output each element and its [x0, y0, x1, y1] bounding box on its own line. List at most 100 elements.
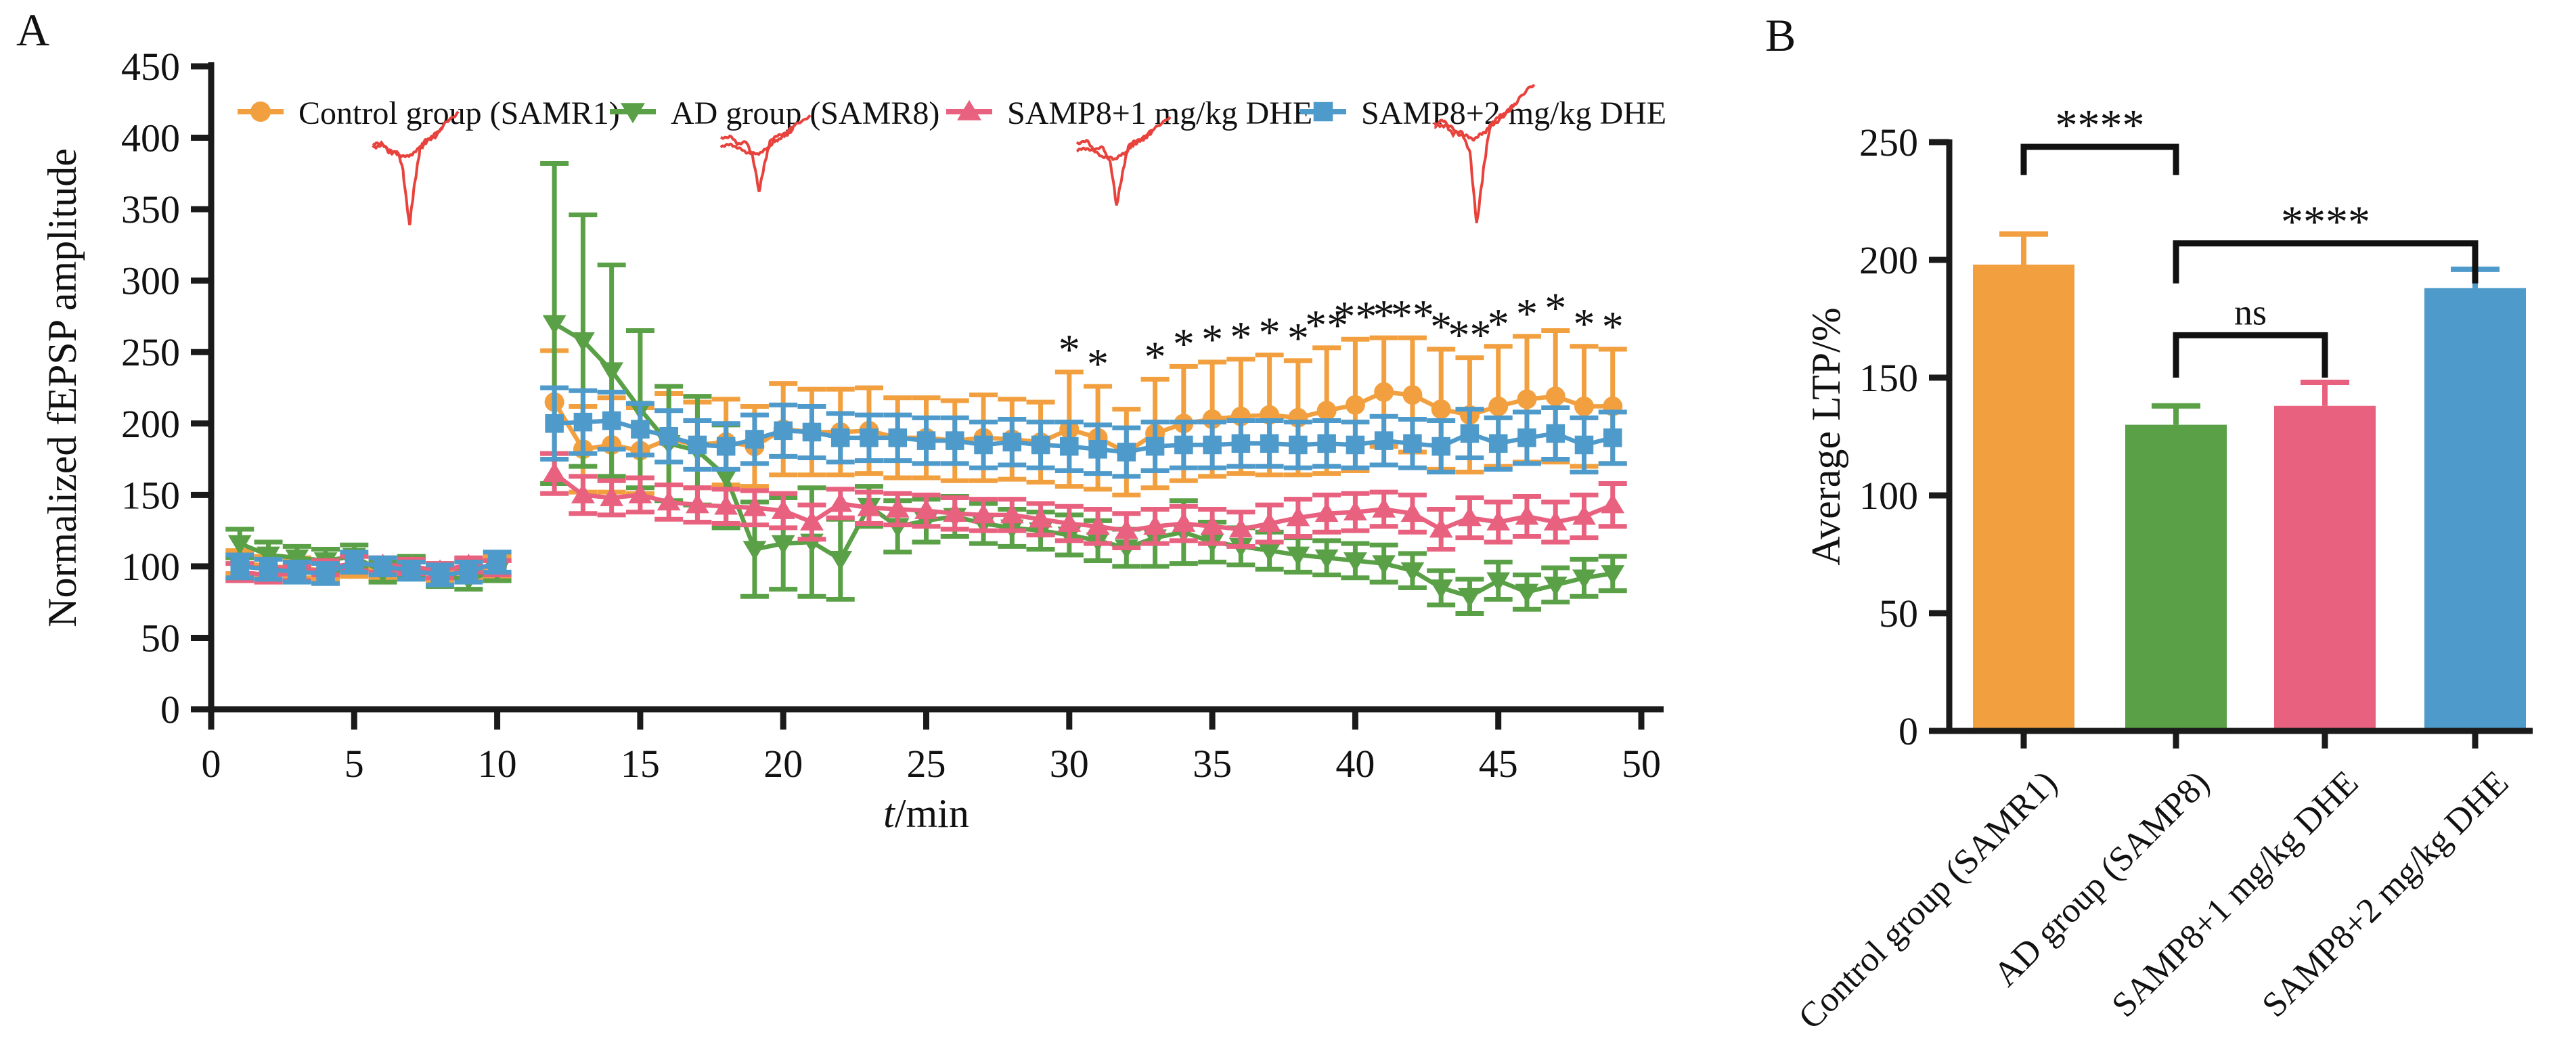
y-tick-label: 200: [1859, 238, 1918, 282]
bar-rect: [1973, 264, 2074, 732]
legend-label: Control group (SAMR1): [298, 95, 620, 131]
panel-a-axes: [191, 62, 1664, 730]
legend-triangle-down-icon: [621, 103, 645, 124]
fepsp-traces: [372, 83, 1536, 225]
trace-baseline: [1434, 102, 1516, 142]
panel-a-label: A: [16, 4, 50, 55]
bar-rect: [2424, 288, 2526, 731]
series-samp8-2-mg-kg-dhe: [225, 385, 1627, 587]
significance-star: **: [1448, 311, 1491, 359]
y-tick-label: 200: [121, 402, 180, 446]
series-line: [239, 560, 498, 577]
panel-a-significance: * * * * * * * ************ * * * *: [1059, 284, 1624, 388]
y-tick-label: 50: [141, 616, 180, 660]
significance-star: **: [1391, 291, 1434, 339]
significance-star: *: [1573, 300, 1595, 348]
significance-star: *: [1287, 314, 1309, 362]
y-tick-label: 400: [121, 116, 180, 160]
y-tick-label: 50: [1879, 592, 1918, 635]
significance-star: *: [1373, 291, 1395, 339]
significance-star: *: [1430, 303, 1452, 351]
fepsp-trace-3: [1076, 116, 1172, 206]
x-tick-label: 0: [202, 742, 221, 786]
bar-rect: [2274, 405, 2376, 731]
bar-control-group-samr1: [1973, 231, 2074, 732]
y-tick-label: 150: [121, 473, 180, 517]
y-tick-label: 0: [1898, 709, 1918, 753]
x-tick-label: 40: [1335, 742, 1375, 786]
panel-b-significance: **** **** ns: [2020, 101, 2479, 378]
series-markers: [230, 411, 1622, 585]
x-tick-label: 35: [1193, 742, 1232, 786]
significance-star: *: [1516, 290, 1538, 338]
category-label: SAMP8+1 mg/kg DHE: [2105, 763, 2366, 1025]
legend-label: SAMP8+2 mg/kg DHE: [1361, 95, 1666, 131]
significance-star: **: [1333, 292, 1377, 340]
bar-samp8-1-mg-kg-dhe: [2274, 379, 2376, 731]
legend-item-1: Control group (SAMR1): [238, 95, 620, 131]
bracket: [2020, 143, 2179, 175]
x-tick-label: 25: [907, 742, 946, 786]
panel-b-label: B: [1765, 9, 1796, 61]
x-tick-label: 45: [1479, 742, 1518, 786]
panel-a-tick-labels: 0 50 100 150 200 250 300 350 400 450 0 5 10 15 20 25 30 3…: [121, 45, 1661, 786]
y-tick-label: 250: [1859, 120, 1918, 164]
legend-circle-icon: [250, 102, 271, 122]
panel-b-chart: 0 50 100 150 200 250 Average LTP/% Control grou…: [1792, 101, 2533, 1037]
x-tick-label: 5: [345, 742, 364, 786]
bracket: [2173, 240, 2479, 284]
x-tick-label: 30: [1050, 742, 1089, 786]
category-label: Control group (SAMR1): [1792, 763, 2065, 1037]
y-tick-label: 100: [121, 545, 180, 589]
bracket-label: ****: [2056, 101, 2145, 150]
significance-star: **: [1305, 301, 1348, 349]
series-line: [553, 321, 1614, 599]
y-tick-label: 250: [121, 330, 180, 374]
legend-square-icon: [1313, 102, 1333, 122]
panel-b-axes: [1929, 139, 2533, 749]
series-line: [239, 560, 497, 575]
trace-baseline: [719, 128, 795, 156]
significance-star: *: [1087, 340, 1109, 388]
panel-a-chart: 0 50 100 150 200 250 300 350 400 450 0 5 10 15 20 25 30 3…: [40, 45, 1666, 836]
panel-b-category-labels: Control group (SAMR1)AD group (SAMP8)SAM…: [1792, 763, 2516, 1037]
trace-baseline: [372, 127, 443, 158]
trace-post: [719, 114, 812, 192]
x-tick-label: 15: [621, 742, 660, 786]
y-tick-label: 300: [121, 259, 180, 303]
x-tick-label: 10: [478, 742, 517, 786]
bracket-label: ****: [2281, 198, 2370, 247]
panel-b-ylabel: Average LTP/%: [1804, 307, 1848, 566]
significance-star: *: [1545, 284, 1566, 332]
legend-item-4: SAMP8+2 mg/kg DHE: [1300, 95, 1666, 131]
significance-star: *: [1201, 315, 1223, 363]
significance-star: *: [1173, 319, 1195, 367]
panel-a-xlabel: t/min: [883, 791, 969, 836]
significance-star: *: [1059, 326, 1080, 374]
y-tick-label: 150: [1859, 356, 1918, 400]
panel-b-tick-labels: 0 50 100 150 200 250: [1859, 120, 1918, 753]
bracket-label: ns: [2234, 292, 2267, 332]
fepsp-trace-1: [372, 110, 460, 225]
significance-star: *: [1145, 332, 1166, 380]
significance-star: *: [1602, 303, 1624, 351]
legend-item-2: AD group (SAMR8): [610, 95, 939, 131]
bar-ad-group-samp8: [2125, 403, 2227, 731]
y-tick-label: 100: [1859, 474, 1918, 518]
significance-star: *: [1259, 308, 1281, 356]
significance-star: *: [1488, 300, 1509, 348]
x-tick-label: 50: [1622, 742, 1661, 786]
legend-triangle-up-icon: [957, 99, 981, 120]
trace-baseline: [1076, 131, 1154, 161]
fepsp-trace-4: [1433, 83, 1536, 223]
y-tick-label: 450: [121, 45, 180, 89]
bracket: [2173, 332, 2328, 378]
trace-post: [1433, 83, 1536, 223]
legend-item-3: SAMP8+1 mg/kg DHE: [946, 95, 1312, 131]
category-label: SAMP8+2 mg/kg DHE: [2255, 763, 2516, 1025]
y-tick-label: 0: [160, 688, 180, 732]
y-tick-label: 350: [121, 187, 180, 231]
x-tick-label: 20: [763, 742, 803, 786]
